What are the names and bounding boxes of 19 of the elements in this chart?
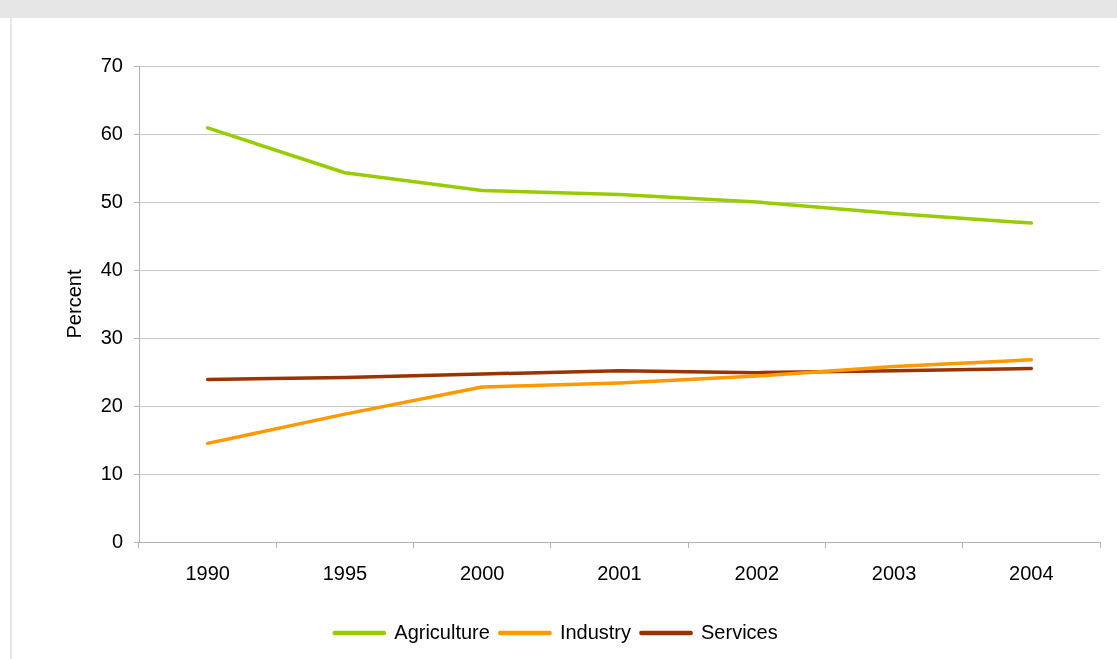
legend-label: Industry — [559, 620, 632, 643]
x-tick-label: 1990 — [185, 561, 230, 584]
y-tick-label: 10 — [100, 461, 123, 484]
legend-label: Agriculture — [394, 620, 490, 643]
x-tick-label: 2000 — [459, 561, 505, 584]
x-tick-label: 2004 — [1009, 561, 1054, 584]
y-axis-title: Percent — [62, 269, 85, 339]
y-tick-label: 70 — [100, 53, 123, 76]
x-tick-label: 2003 — [871, 561, 917, 584]
y-tick-label: 60 — [100, 121, 123, 144]
y-tick-label: 40 — [100, 257, 123, 280]
x-tick-label: 2002 — [734, 561, 780, 584]
y-tick-label: 50 — [100, 189, 123, 212]
y-tick-label: 20 — [100, 393, 123, 416]
y-tick-label: 0 — [111, 529, 123, 552]
y-tick-label: 30 — [100, 325, 123, 348]
x-tick-label: 2001 — [597, 561, 642, 584]
legend-label: Services — [701, 620, 778, 643]
x-tick-label: 1995 — [322, 561, 368, 584]
